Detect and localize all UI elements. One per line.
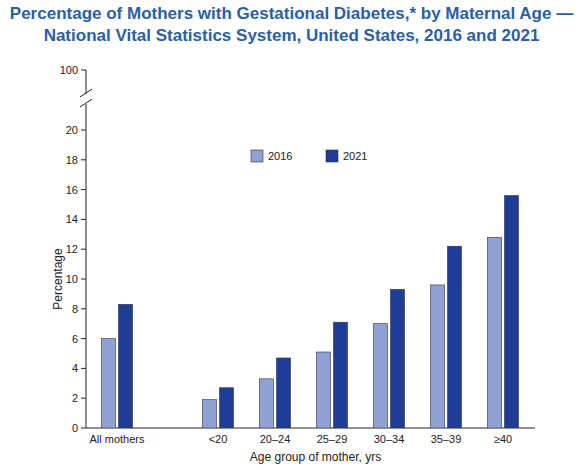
y-tick-label: 10	[66, 273, 78, 285]
bar	[334, 322, 348, 428]
y-tick	[81, 398, 86, 399]
y-tick-label: 16	[66, 184, 78, 196]
y-tick	[81, 338, 86, 339]
chart: Percentage of Mothers with Gestational D…	[0, 0, 583, 470]
y-tick	[81, 189, 86, 190]
y-tick	[81, 249, 86, 250]
bar	[260, 379, 274, 428]
y-tick	[81, 308, 86, 309]
y-tick	[81, 130, 86, 131]
bar	[488, 237, 502, 428]
y-axis	[86, 104, 87, 428]
title: Percentage of Mothers with Gestational D…	[10, 4, 573, 45]
y-tick-label: 6	[72, 333, 78, 345]
axis-break	[80, 89, 92, 97]
bar	[391, 289, 405, 428]
y-tick	[81, 159, 86, 160]
y-tick	[81, 279, 86, 280]
y-tick-label: 14	[66, 213, 78, 225]
y-tick	[81, 428, 86, 429]
y-axis-label: Percentage	[51, 248, 65, 310]
x-tick-label: All mothers	[89, 433, 145, 445]
bar	[317, 352, 331, 428]
x-tick-label: 30–34	[374, 433, 405, 445]
y-axis	[86, 70, 87, 94]
bar	[203, 400, 217, 428]
y-tick-label: 4	[72, 362, 78, 374]
y-tick	[81, 368, 86, 369]
y-tick-label: 18	[66, 154, 78, 166]
x-tick-label: 25–29	[317, 433, 348, 445]
y-tick-label: 0	[72, 422, 78, 434]
legend-swatch	[326, 150, 338, 162]
title-line: National Vital Statistics System, United…	[44, 26, 540, 45]
x-axis-label: Age group of mother, yrs	[250, 450, 381, 464]
bar	[431, 285, 445, 428]
y-tick	[81, 70, 86, 71]
axis-break	[80, 99, 92, 107]
legend-swatch	[251, 150, 263, 162]
y-tick-label: 2	[72, 392, 78, 404]
x-tick-label: <20	[209, 433, 228, 445]
y-tick-label: 8	[72, 303, 78, 315]
bar	[277, 358, 291, 428]
bar	[448, 246, 462, 428]
title-line: Percentage of Mothers with Gestational D…	[10, 4, 573, 23]
legend-label: 2016	[268, 150, 292, 162]
bar	[102, 339, 116, 428]
x-tick-label: 35–39	[431, 433, 462, 445]
y-tick-label: 20	[66, 124, 78, 136]
bar	[220, 388, 234, 428]
bar	[505, 196, 519, 428]
y-tick-label: 12	[66, 243, 78, 255]
y-tick	[81, 219, 86, 220]
bar	[374, 324, 388, 428]
legend-label: 2021	[343, 150, 367, 162]
bars	[102, 196, 519, 428]
bar	[119, 304, 133, 428]
y-tick-label: 100	[60, 64, 78, 76]
x-tick-label: 20–24	[260, 433, 291, 445]
x-tick-label: ≥40	[494, 433, 512, 445]
x-axis	[86, 428, 535, 429]
